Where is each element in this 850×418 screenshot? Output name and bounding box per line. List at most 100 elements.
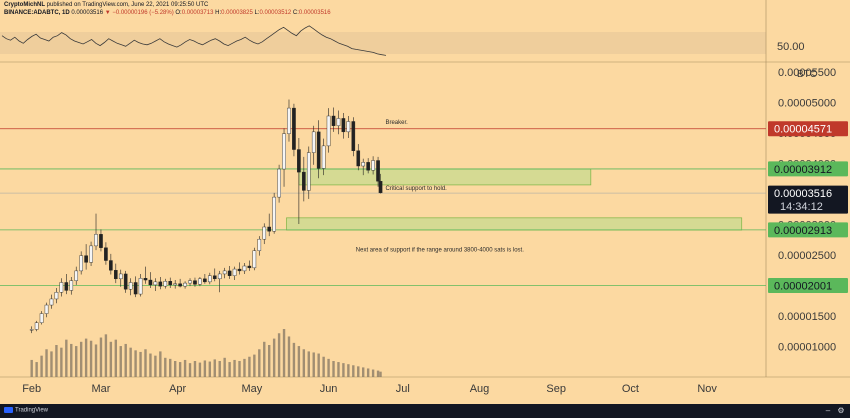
volume-bar-71 [379, 371, 382, 377]
support-zone-0 [298, 168, 592, 186]
oscillator-level-label: 50.00 [777, 41, 805, 53]
price-axis-currency: BTC [797, 69, 817, 80]
volume-bar-27 [164, 357, 167, 377]
candle-body-18 [118, 273, 123, 280]
candle-body-29 [173, 283, 177, 286]
volume-bar-61 [332, 361, 335, 377]
candle-body-60 [326, 115, 331, 147]
volume-bar-24 [149, 353, 152, 377]
candle-body-14 [99, 234, 103, 248]
level-label-1: 0.00003912 [774, 164, 832, 176]
candle-body-1 [34, 322, 39, 330]
volume-bar-35 [203, 360, 207, 377]
x-tick-label-1: Mar [91, 383, 110, 395]
candle-body-52 [287, 107, 291, 134]
volume-bar-14 [99, 337, 103, 377]
volume-bar-23 [144, 349, 147, 377]
candle-body-70 [376, 160, 380, 182]
volume-bar-43 [243, 358, 246, 377]
candle-body-26 [158, 281, 163, 287]
candle-body-48 [267, 226, 271, 232]
candle-body-71 [378, 181, 383, 194]
volume-bar-42 [238, 361, 241, 377]
volume-bars [30, 329, 382, 377]
ohlc-high-label: H: [215, 10, 222, 16]
candle-body-27 [163, 281, 168, 287]
volume-bar-48 [267, 345, 271, 377]
candle-body-57 [311, 131, 316, 153]
level-label-2: 0.00003516 [774, 188, 832, 200]
volume-bar-54 [297, 346, 301, 377]
candle-body-12 [89, 245, 93, 263]
x-tick-label-7: Sep [546, 383, 566, 395]
change: ▼ −0.00000196 (−5.28%) [104, 10, 174, 16]
volume-bar-57 [312, 352, 315, 377]
support-zone-1 [286, 217, 743, 231]
candle-body-5 [54, 292, 59, 300]
volume-bar-22 [139, 351, 142, 377]
level-label-box-0 [768, 121, 848, 137]
candle-body-54 [297, 149, 301, 173]
volume-bar-44 [248, 356, 251, 377]
level-label-4: 0.00002001 [774, 280, 832, 292]
support-zones [286, 168, 743, 231]
volume-bar-34 [198, 362, 202, 377]
candle-body-36 [208, 275, 212, 283]
candle-body-45 [252, 250, 257, 269]
candle-body-55 [302, 171, 306, 191]
volume-bar-7 [65, 339, 68, 377]
brand-label: TradingView [15, 407, 49, 414]
volume-bar-66 [357, 366, 360, 377]
candle-body-39 [222, 270, 227, 275]
candle-body-35 [203, 278, 207, 283]
candle-body-53 [292, 107, 296, 150]
candle-body-56 [306, 152, 311, 191]
annotations: Breaker. Critical support to hold. Next ar… [356, 120, 524, 253]
x-tick-label-0: Feb [22, 383, 41, 395]
volume-bar-17 [114, 339, 118, 377]
candle-body-21 [133, 282, 138, 295]
candle-body-51 [282, 133, 286, 170]
volume-bar-1 [35, 362, 38, 377]
x-tick-label-6: Aug [470, 383, 490, 395]
volume-bar-31 [183, 359, 187, 377]
volume-bar-32 [188, 363, 192, 377]
volume-bar-20 [129, 347, 132, 377]
candles [29, 99, 383, 334]
published-text: published on TradingView.com, June 22, 2… [46, 2, 209, 8]
settings-gear-icon[interactable]: ⚙ [837, 406, 845, 415]
x-tick-label-2: Apr [169, 383, 186, 395]
candle-body-49 [272, 196, 276, 232]
candle-body-69 [371, 160, 375, 171]
volume-bar-45 [253, 354, 256, 377]
zoom-out-icon[interactable]: – [825, 406, 831, 415]
candle-body-8 [69, 280, 74, 291]
author: CryptoMichNL [4, 2, 45, 8]
candle-body-24 [148, 279, 153, 286]
tradingview-logo[interactable]: TradingView [4, 407, 48, 414]
candle-body-23 [143, 278, 148, 281]
last-price: 0.00003516 [71, 10, 104, 16]
volume-bar-19 [124, 343, 127, 377]
candle-body-31 [183, 282, 187, 287]
x-tick-label-4: Jun [320, 383, 338, 395]
candle-body-0 [29, 329, 34, 331]
tradingview-mark-icon [4, 407, 13, 413]
level-label-box-1 [768, 161, 848, 177]
annotation-0: Breaker. [385, 120, 408, 126]
oscillator-line [1, 25, 387, 56]
header-line-2: BINANCE:ADABTC, 1D 0.00003516 ▼ −0.00000… [4, 9, 331, 17]
candle-body-9 [74, 270, 79, 281]
y-tick-label-6: 0.00002500 [778, 250, 836, 262]
annotation-2: Next area of support if the range around… [356, 247, 524, 253]
candle-body-22 [138, 278, 143, 295]
x-tick-label-3: May [241, 383, 262, 395]
candle-body-43 [242, 265, 247, 272]
ohlc-close-label: C: [292, 10, 299, 16]
volume-bar-6 [60, 347, 63, 377]
volume-bar-46 [258, 349, 261, 377]
volume-bar-55 [302, 349, 306, 377]
